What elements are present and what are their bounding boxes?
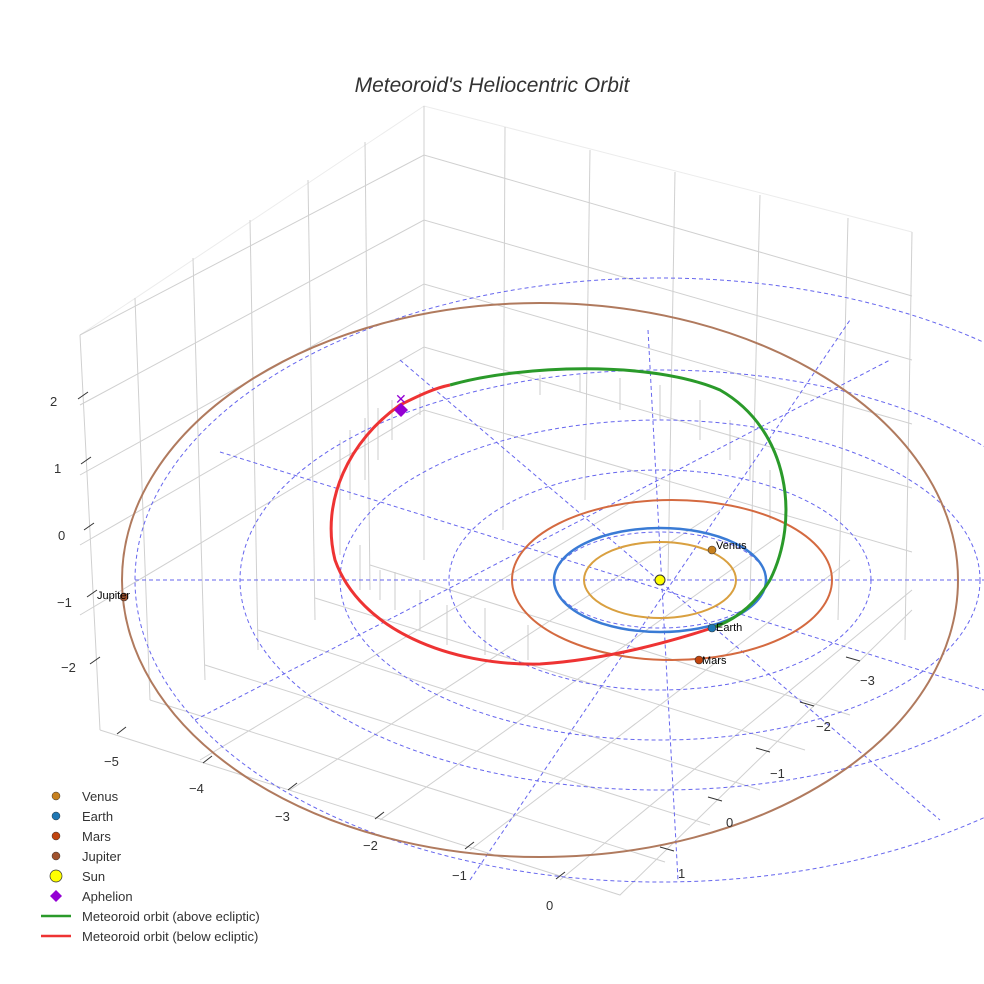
legend-label: Sun — [82, 868, 106, 884]
svg-text:1: 1 — [678, 866, 685, 881]
legend-item-sun[interactable]: Sun — [36, 866, 260, 886]
orbit-above-ecliptic — [449, 367, 788, 630]
legend-item-mars[interactable]: Mars — [36, 826, 260, 846]
venus-orbit — [583, 541, 737, 619]
jupiter-marker[interactable] — [119, 592, 129, 602]
venus-circle-icon — [51, 791, 61, 801]
jupiter-circle-icon — [51, 851, 61, 861]
legend-label: Jupiter — [82, 848, 122, 864]
legend-label: Meteoroid orbit (above ecliptic) — [82, 908, 260, 924]
svg-text:1: 1 — [54, 461, 61, 476]
jupiter-orbit — [121, 302, 959, 858]
mars-orbit — [511, 499, 833, 661]
earth-marker[interactable] — [707, 623, 717, 633]
svg-text:✕: ✕ — [395, 391, 407, 407]
aphelion-diamond-icon — [50, 890, 62, 902]
sun-marker[interactable] — [654, 574, 666, 586]
earth-circle-icon — [51, 811, 61, 821]
planet-orbits — [121, 302, 959, 858]
svg-text:−4: −4 — [189, 781, 204, 796]
svg-text:0: 0 — [726, 815, 733, 830]
svg-text:−2: −2 — [816, 719, 831, 734]
green-line-icon — [41, 914, 71, 918]
earth-label: Earth — [716, 622, 742, 634]
legend-label: Venus — [82, 788, 119, 804]
legend-label: Aphelion — [82, 888, 133, 904]
svg-text:−2: −2 — [363, 838, 378, 853]
legend-label: Meteoroid orbit (below ecliptic) — [82, 928, 259, 944]
svg-text:0: 0 — [546, 898, 553, 913]
svg-text:0: 0 — [58, 528, 65, 543]
legend-item-venus[interactable]: Venus — [36, 786, 260, 806]
svg-text:2: 2 — [50, 394, 57, 409]
legend-item-earth[interactable]: Earth — [36, 806, 260, 826]
x-axis: −5 −4 −3 −2 −1 0 — [104, 726, 566, 913]
mars-marker[interactable] — [694, 655, 704, 665]
legend-item-jupiter[interactable]: Jupiter — [36, 846, 260, 866]
red-line-icon — [41, 934, 71, 938]
aphelion-marker[interactable]: ✕ — [394, 391, 408, 417]
svg-text:−1: −1 — [452, 868, 467, 883]
svg-text:−2: −2 — [61, 660, 76, 675]
venus-marker[interactable] — [707, 545, 717, 555]
chart-title: Meteoroid's Heliocentric Orbit — [354, 74, 630, 97]
legend-item-orbit-above[interactable]: Meteoroid orbit (above ecliptic) — [36, 906, 260, 926]
jupiter-label: Jupiter — [97, 590, 130, 602]
orbit-below-ecliptic — [329, 383, 713, 666]
legend-item-orbit-below[interactable]: Meteoroid orbit (below ecliptic) — [36, 926, 260, 946]
svg-text:−1: −1 — [57, 595, 72, 610]
svg-text:−3: −3 — [275, 809, 290, 824]
legend: Venus Earth Mars Jupiter Sun Aphelion Me… — [36, 786, 260, 946]
y-axis: −3 −2 −1 0 1 — [659, 656, 875, 881]
svg-text:−3: −3 — [860, 673, 875, 688]
mars-label: Mars — [702, 655, 727, 667]
sun-circle-icon — [49, 869, 63, 883]
legend-item-aphelion[interactable]: Aphelion — [36, 886, 260, 906]
legend-label: Mars — [82, 828, 111, 844]
mars-circle-icon — [51, 831, 61, 841]
earth-orbit — [552, 526, 768, 634]
legend-label: Earth — [82, 808, 114, 824]
axes-grid — [79, 105, 913, 896]
venus-label: Venus — [716, 540, 747, 552]
svg-text:−1: −1 — [770, 766, 785, 781]
z-axis: 2 1 0 −1 −2 — [50, 391, 101, 675]
svg-text:−5: −5 — [104, 754, 119, 769]
